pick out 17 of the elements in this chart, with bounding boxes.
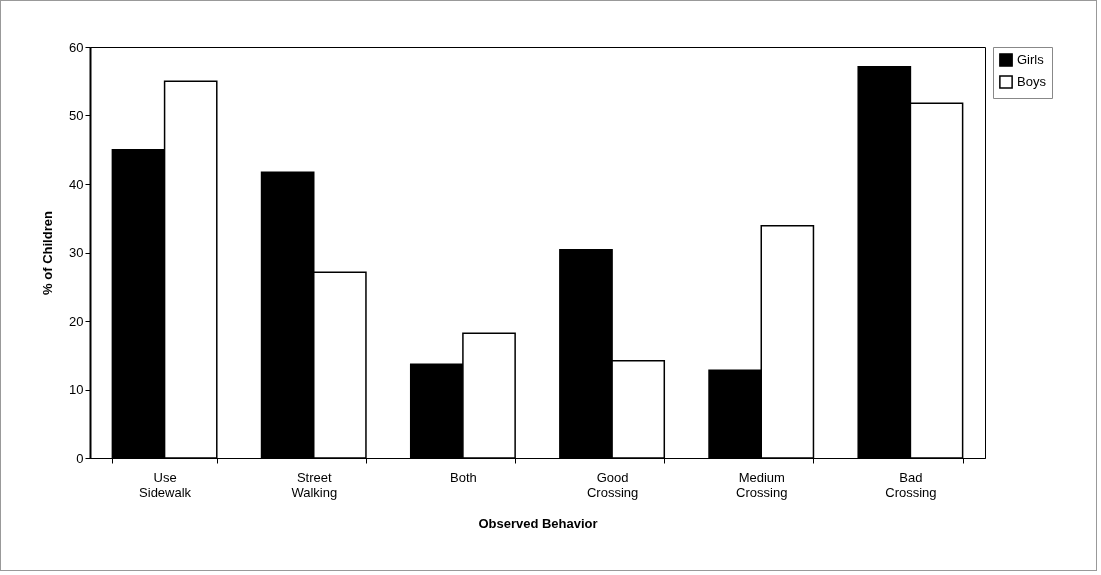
x-tick-label: Medium Crossing <box>736 469 788 500</box>
x-axis-title: Observed Behavior <box>478 515 598 531</box>
y-axis-title: % of Children <box>40 211 56 295</box>
x-tick-label: Good Crossing <box>586 469 639 500</box>
x-tick-label: Use Sidewalk <box>139 469 192 500</box>
y-tick-label: 50 <box>69 108 84 123</box>
y-tick-label: 20 <box>69 313 84 329</box>
x-tick-label: Both <box>450 469 477 485</box>
legend-label: Girls <box>1017 52 1045 67</box>
x-tick-label: Bad Crossing <box>885 469 937 500</box>
y-tick-label: 10 <box>69 382 84 397</box>
y-tick-label: 60 <box>69 39 84 55</box>
y-tick-label: 0 <box>76 450 84 466</box>
y-tick-label: 40 <box>69 176 84 192</box>
legend-label: Boys <box>1017 74 1047 89</box>
x-tick-label: Street Walking <box>291 469 338 500</box>
y-tick-label: 30 <box>69 245 84 260</box>
